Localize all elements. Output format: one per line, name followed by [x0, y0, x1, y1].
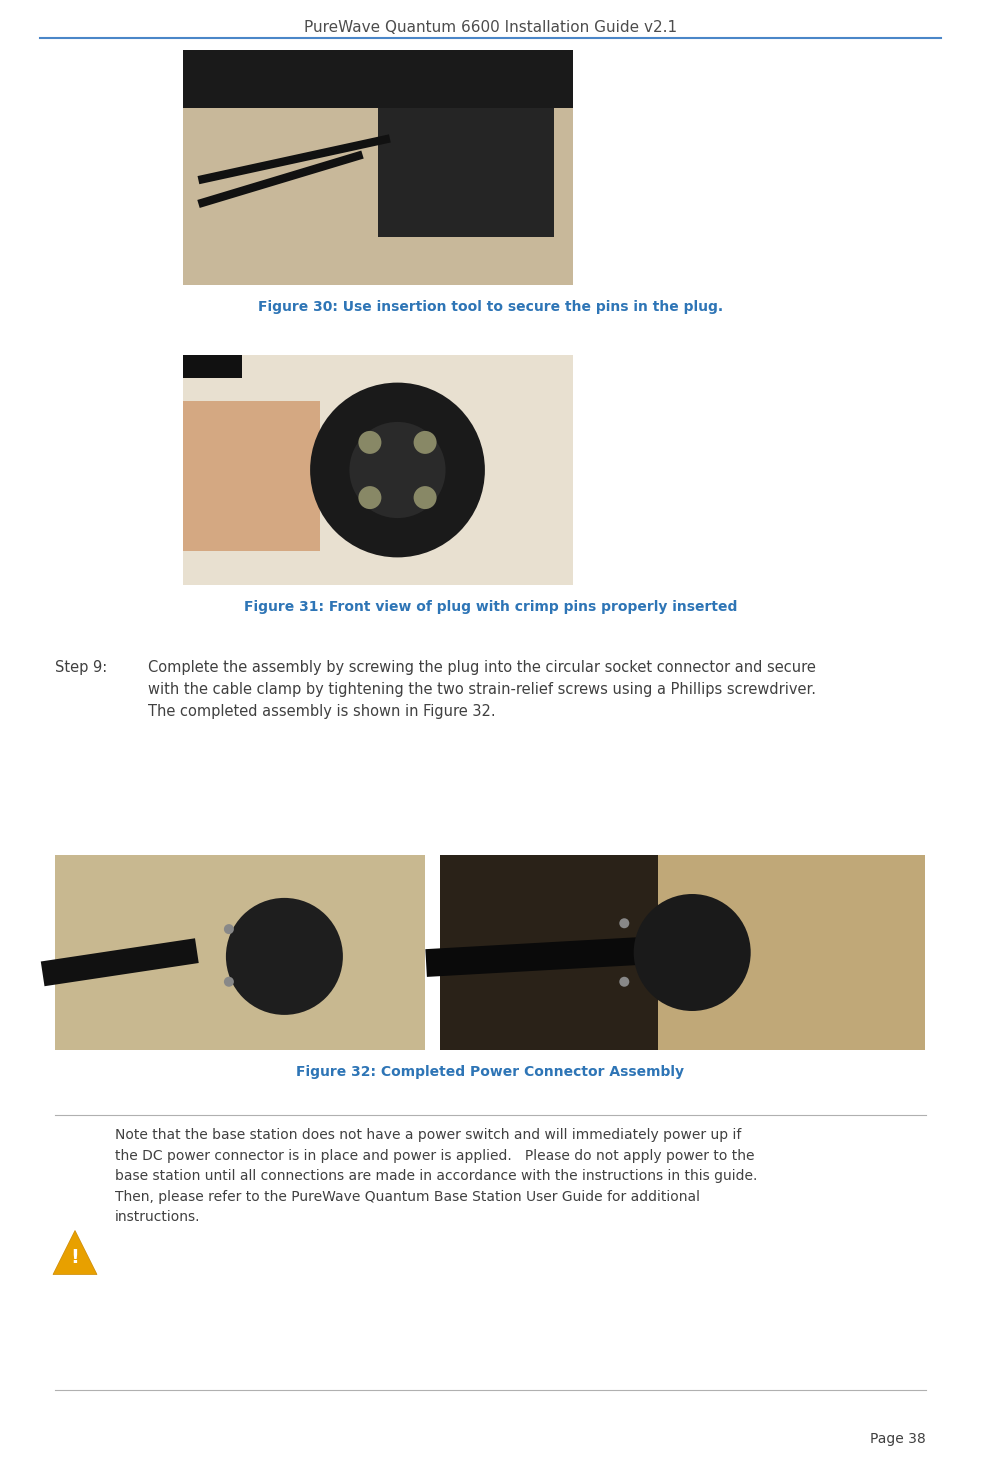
Text: Note that the base station does not have a power switch and will immediately pow: Note that the base station does not have…	[115, 1127, 757, 1224]
Text: Figure 32: Completed Power Connector Assembly: Figure 32: Completed Power Connector Ass…	[296, 1064, 685, 1079]
Bar	[183, 354, 241, 378]
Text: Figure 31: Front view of plug with crimp pins properly inserted: Figure 31: Front view of plug with crimp…	[244, 600, 737, 613]
Bar	[183, 354, 573, 586]
Circle shape	[349, 422, 445, 518]
Circle shape	[414, 486, 437, 509]
Bar	[55, 855, 425, 1050]
Circle shape	[414, 430, 437, 454]
Bar	[183, 50, 573, 285]
Circle shape	[358, 430, 382, 454]
Circle shape	[224, 976, 233, 987]
Bar	[658, 855, 925, 1050]
Circle shape	[310, 382, 485, 558]
Polygon shape	[53, 1231, 97, 1275]
Bar	[183, 401, 320, 550]
Bar	[440, 855, 925, 1050]
Bar	[378, 108, 553, 237]
Text: Figure 30: Use insertion tool to secure the pins in the plug.: Figure 30: Use insertion tool to secure …	[258, 300, 723, 313]
Text: Complete the assembly by screwing the plug into the circular socket connector an: Complete the assembly by screwing the pl…	[148, 660, 816, 719]
Circle shape	[358, 486, 382, 509]
Circle shape	[634, 895, 750, 1012]
Text: Page 38: Page 38	[870, 1432, 926, 1446]
Circle shape	[226, 897, 343, 1015]
Text: !: !	[71, 1247, 79, 1266]
Circle shape	[224, 924, 233, 934]
Text: Step 9:: Step 9:	[55, 660, 107, 675]
Text: PureWave Quantum 6600 Installation Guide v2.1: PureWave Quantum 6600 Installation Guide…	[304, 20, 677, 35]
Circle shape	[619, 976, 629, 987]
Circle shape	[619, 918, 629, 928]
Bar	[183, 50, 573, 108]
